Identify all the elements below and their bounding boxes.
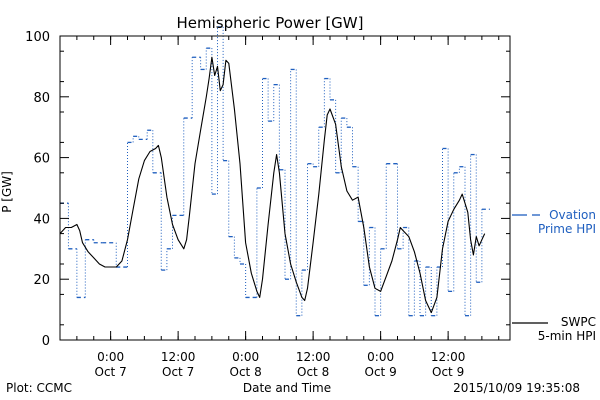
y-tick-label: 0: [42, 334, 50, 349]
y-axis-label: P [GW]: [0, 171, 14, 213]
x-tick-day-label: Oct 8: [297, 365, 329, 379]
plot-frame: [59, 35, 511, 341]
legend-swpc-label: 5-min HPI: [538, 329, 596, 343]
series-swpc-5min-hpi: [59, 56, 486, 314]
x-tick-time-label: 0:00: [232, 350, 259, 364]
x-tick-time-label: 12:00: [431, 350, 466, 364]
y-tick-label: 20: [33, 273, 50, 288]
footer-plot-credit: Plot: CCMC: [6, 381, 72, 395]
x-tick-time-label: 12:00: [296, 350, 331, 364]
x-tick-day-label: Oct 9: [365, 365, 397, 379]
x-axis-label: Date and Time: [243, 381, 331, 395]
y-axis: 0 20 40 60 80 100: [25, 30, 510, 349]
x-tick-day-label: Oct 8: [230, 365, 262, 379]
legend-ovation-label: Prime HPI: [538, 222, 596, 236]
legend-ovation-label: Ovation: [549, 208, 596, 222]
x-tick-time-label: 0:00: [367, 350, 394, 364]
x-tick-day-label: Oct 9: [432, 365, 464, 379]
x-tick-time-label: 12:00: [161, 350, 196, 364]
series-ovation-prime-hpi: [60, 26, 490, 317]
x-tick-day-label: Oct 7: [162, 365, 194, 379]
chart-title: Hemispheric Power [GW]: [177, 14, 364, 32]
y-tick-label: 60: [33, 152, 50, 167]
x-tick-time-label: 0:00: [97, 350, 124, 364]
y-tick-label: 40: [33, 212, 50, 227]
y-tick-label: 80: [33, 91, 50, 106]
swpc-line: [59, 56, 486, 314]
legend-swpc-label: SWPC: [561, 315, 596, 329]
footer-timestamp: 2015/10/09 19:35:08: [453, 381, 580, 395]
x-tick-day-label: Oct 7: [95, 365, 127, 379]
y-tick-label: 100: [25, 30, 50, 45]
